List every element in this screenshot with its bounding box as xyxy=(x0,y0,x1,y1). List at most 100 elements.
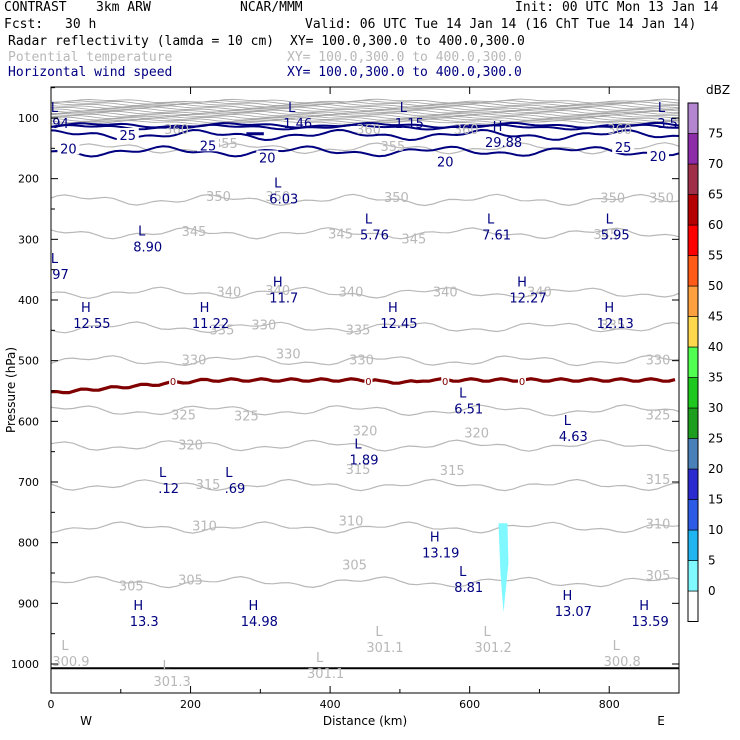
plot-border xyxy=(50,86,680,694)
extremum-low-marker: L xyxy=(658,101,666,116)
y-tick-label: 900 xyxy=(18,597,39,610)
contour-labels: 360 355 360 355 360 360 350 350 350 350 350 345 345 3… xyxy=(51,101,678,690)
freezing-label-bg xyxy=(364,376,373,387)
extremum-value: 3.5 xyxy=(657,117,678,132)
theta-label: 320 xyxy=(464,426,489,441)
x-end-label-west: W xyxy=(80,714,92,728)
wind-label-bg xyxy=(57,141,80,155)
colorbar-label: 60 xyxy=(708,218,723,232)
colorbar-label: 40 xyxy=(708,340,723,354)
extremum-high-marker: H xyxy=(248,599,258,614)
theta-contour-345 xyxy=(51,227,679,240)
extremum-value: 13.3 xyxy=(130,615,159,630)
colorbar-swatch xyxy=(687,590,699,622)
extremum-low-marker: L xyxy=(606,212,614,227)
colorbar: dBZ 0 5 10 15 20 25 30 35 40 45 50 55 60 65 70 75 xyxy=(687,83,730,622)
colorbar-swatch xyxy=(687,346,699,378)
x-tick-label: 400 xyxy=(320,698,341,711)
header-project: CONTRAST xyxy=(4,0,67,15)
extremum-high-marker: H xyxy=(562,589,572,604)
extremum-low-marker: L xyxy=(354,437,362,452)
wind-label-bg xyxy=(612,140,635,154)
theta-label: 350 xyxy=(649,192,674,207)
wind-label: 20 xyxy=(60,142,77,157)
reflectivity-cell xyxy=(498,523,509,613)
extremum-low-marker: L xyxy=(288,101,296,116)
extremum-high-marker: H xyxy=(604,301,614,316)
extremum-value: 13.59 xyxy=(632,615,669,630)
theta-label: 340 xyxy=(265,284,290,299)
colorbar-swatch xyxy=(687,468,699,500)
extremum-low-marker: L xyxy=(225,466,233,481)
colorbar-swatch xyxy=(687,133,699,165)
theta-label: 330 xyxy=(646,354,671,369)
extremum-low-marker: L xyxy=(483,625,491,640)
theta-label: 315 xyxy=(196,478,221,493)
colorbar-label: 20 xyxy=(708,462,723,476)
colorbar-label: 45 xyxy=(708,310,723,324)
colorbar-swatch xyxy=(687,102,699,134)
extremum-value: 13.07 xyxy=(555,605,592,620)
theta-contour-350 xyxy=(51,193,679,207)
theta-label: 310 xyxy=(339,514,364,529)
field-xy-reflectivity: XY= 100.0,300.0 to 400.0,300.0 xyxy=(290,34,525,49)
colorbar-title: dBZ xyxy=(706,83,730,97)
colorbar-border xyxy=(687,102,699,622)
theta-contour-315 xyxy=(51,478,679,492)
theta-contour-335 xyxy=(51,321,679,334)
theta-contour-upper xyxy=(51,117,679,123)
extremum-value: 12.27 xyxy=(509,291,546,306)
colorbar-label: 15 xyxy=(708,493,723,507)
theta-contour-upper xyxy=(51,113,679,118)
theta-label: 320 xyxy=(353,425,378,440)
extremum-high-marker: H xyxy=(133,599,143,614)
x-end-label-east: E xyxy=(657,714,665,728)
wind-label-bg xyxy=(256,150,279,164)
theta-label: 305 xyxy=(119,579,144,594)
freezing-label-bg xyxy=(169,376,178,387)
extremum-value: .12 xyxy=(158,482,179,497)
theta-contour-320 xyxy=(51,439,679,452)
wind-label-bg xyxy=(647,149,670,163)
plot-background xyxy=(51,87,679,693)
colorbar-label: 65 xyxy=(708,188,723,202)
extremum-value: 8.81 xyxy=(454,581,483,596)
theta-label: 345 xyxy=(328,227,353,242)
theta-contour-310 xyxy=(51,521,679,534)
theta-label: 340 xyxy=(433,286,458,301)
extremum-value: 301.2 xyxy=(475,641,512,656)
theta-label: 325 xyxy=(646,408,671,423)
colorbar-swatch xyxy=(687,529,699,561)
wind-label: 25 xyxy=(119,129,136,144)
theta-label: 320 xyxy=(178,439,203,454)
extremum-value: 5.95 xyxy=(601,228,630,243)
y-tick-label: 100 xyxy=(18,112,39,125)
freezing-level-label: 0 xyxy=(442,377,448,388)
extremum-value: 97 xyxy=(52,268,69,283)
field-name-reflectivity: Radar reflectivity (lamda = 10 cm) xyxy=(8,34,275,49)
y-tick-label: 800 xyxy=(18,537,39,550)
wind-contours: 0 0 0 0 xyxy=(51,121,679,670)
theta-contour-upper xyxy=(51,106,679,112)
theta-label: 350 xyxy=(600,192,625,207)
theta-label: 350 xyxy=(206,190,231,205)
wind-label-bg xyxy=(197,138,219,152)
theta-label: 330 xyxy=(276,348,301,363)
theta-contour-305 xyxy=(51,575,679,589)
extremum-value: 11.7 xyxy=(269,291,298,306)
theta-label: 355 xyxy=(380,140,405,155)
y-tick-label: 600 xyxy=(18,415,39,428)
freezing-label-bg xyxy=(518,376,526,387)
colorbar-swatch xyxy=(687,499,699,531)
theta-contour-330 xyxy=(51,354,679,367)
extremum-low-marker: L xyxy=(274,177,282,192)
theta-label: 325 xyxy=(234,409,259,424)
extremum-high-marker: H xyxy=(388,301,398,316)
extremum-value: 7.61 xyxy=(482,228,511,243)
extremum-value: 94 xyxy=(52,117,69,132)
extremum-value: 1.89 xyxy=(350,453,379,468)
x-tick-label: 600 xyxy=(459,698,480,711)
colorbar-swatch xyxy=(687,163,699,195)
x-tick-label: 0 xyxy=(48,698,55,711)
